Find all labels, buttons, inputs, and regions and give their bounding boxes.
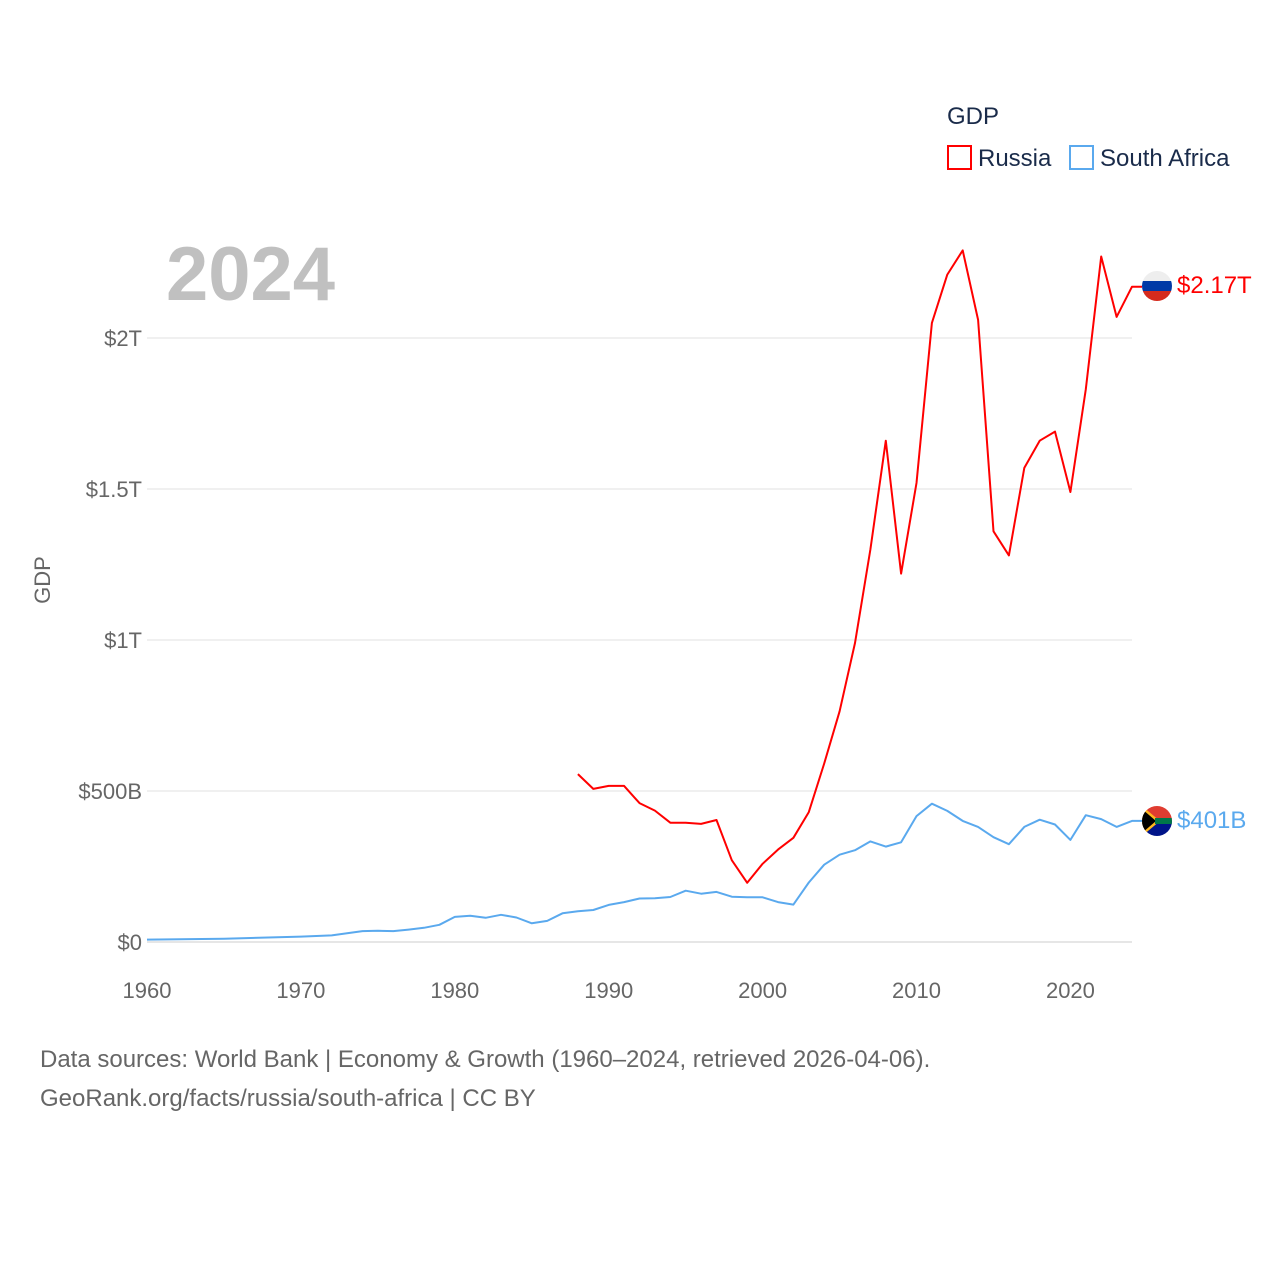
legend-label-russia[interactable]: Russia	[978, 145, 1052, 172]
footer-sources: Data sources: World Bank | Economy & Gro…	[40, 1046, 931, 1073]
russia-end-label: $2.17T	[1177, 272, 1252, 299]
y-axis-label: GDP	[30, 556, 55, 604]
x-tick-label: 2020	[1046, 978, 1095, 1003]
legend-swatch-south-africa[interactable]	[1069, 145, 1094, 170]
south-africa-end-label: $401B	[1177, 807, 1246, 834]
x-tick-label: 2010	[892, 978, 941, 1003]
series-line-south-africa[interactable]	[146, 802, 1142, 941]
x-tick-label: 1980	[430, 978, 479, 1003]
y-tick-label: $0	[118, 930, 142, 955]
y-tick-label: $500B	[78, 779, 142, 804]
footer-attribution[interactable]: GeoRank.org/facts/russia/south-africa | …	[40, 1085, 536, 1112]
legend-label-south-africa[interactable]: South Africa	[1100, 145, 1230, 172]
x-tick-label: 1960	[123, 978, 172, 1003]
x-tick-label: 2000	[738, 978, 787, 1003]
y-tick-label: $1.5T	[86, 477, 142, 502]
legend-title: GDP	[947, 103, 999, 130]
russia-flag-icon	[1142, 271, 1172, 301]
x-tick-label: 1970	[276, 978, 325, 1003]
legend: GDP Russia South Africa	[947, 103, 1230, 172]
x-tick-label: 1990	[584, 978, 633, 1003]
year-watermark: 2024	[166, 232, 335, 317]
legend-swatch-russia[interactable]	[947, 145, 972, 170]
series-line-russia[interactable]	[577, 249, 1142, 884]
y-tick-label: $1T	[104, 628, 142, 653]
y-tick-label: $2T	[104, 326, 142, 351]
south-africa-flag-icon	[1142, 806, 1172, 836]
